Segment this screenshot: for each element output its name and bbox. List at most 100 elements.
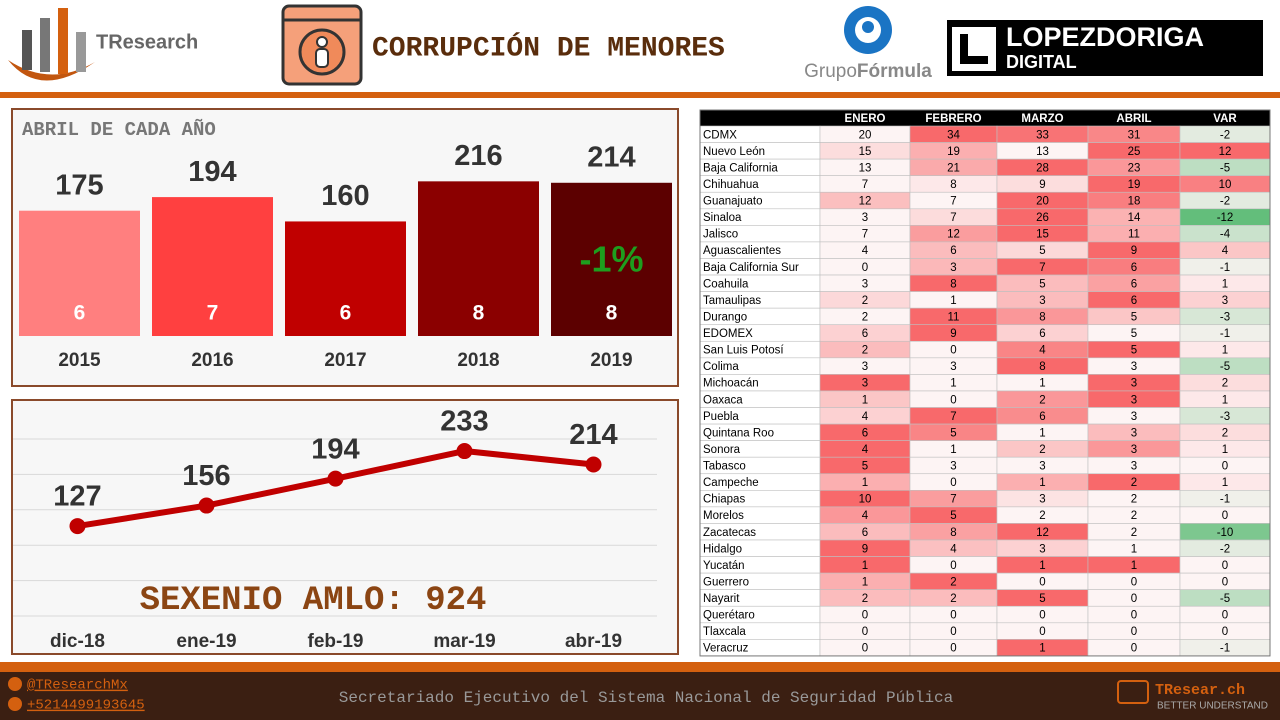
cell-value: 0 [1131,576,1137,588]
cell-value: 2 [1131,527,1137,539]
cell-value: 0 [1131,593,1137,605]
cell-value: 1 [1131,560,1137,572]
cell-value: 7 [950,212,956,224]
cell-value: 3 [862,278,868,290]
cell-value: 1 [862,394,868,406]
cell-value: 3 [862,212,868,224]
cell-value: 2 [950,576,956,588]
cell-value: 1 [1039,378,1045,390]
row-label: Durango [703,311,747,323]
cell-value: 1 [1222,394,1228,406]
cell-value: 0 [1222,626,1228,638]
row-label: Guerrero [703,576,749,588]
cell-value: 0 [950,610,956,622]
row-label: Colima [703,361,739,373]
cell-value: 5 [950,427,956,439]
partner-logo-2: LOPEZDORIGA DIGITAL [947,20,1263,76]
partner-2-mark [952,27,996,71]
cell-value: 8 [950,179,956,191]
cell-value: 4 [1222,245,1229,257]
phone[interactable]: +5214499193645 [27,698,145,714]
cell-value: 7 [950,494,956,506]
cell-value: 7 [1039,262,1045,274]
cell-value: 2 [1131,510,1137,522]
partner-logo-1: GrupoFórmula [804,6,932,82]
cell-value: 0 [1222,461,1228,473]
cell-value: 0 [1131,626,1137,638]
row-label: Puebla [703,411,739,423]
cell-value: 0 [950,643,956,655]
twitter-handle[interactable]: @TResearchMx [27,678,128,694]
cell-value: 12 [947,229,960,241]
cell-value: 0 [1222,610,1228,622]
cell-value: 5 [1039,245,1045,257]
cell-value: 5 [1131,345,1137,357]
partner-1b: Fórmula [857,61,932,82]
cell-value: 9 [1131,245,1137,257]
row-label: San Luis Potosí [703,345,784,357]
bar [285,221,406,336]
row-label: Nayarit [703,593,740,605]
cell-value: 1 [1222,477,1228,489]
cell-value: 9 [950,328,956,340]
line-panel [11,399,679,655]
cell-value: 6 [862,328,868,340]
point [585,456,602,473]
row-label: Baja California [703,162,778,174]
twitter-icon [8,677,22,691]
footer-rule [0,662,1280,672]
cell-value: 6 [1131,278,1137,290]
cell-value: 0 [1039,576,1045,588]
bar [551,182,672,336]
row-label: Tlaxcala [703,626,746,638]
cell-value: 2 [1039,394,1045,406]
cell-value: -4 [1220,229,1231,241]
bar-label: 8 [606,302,618,325]
x-tick-label: dic-18 [50,631,105,652]
bar-label: 6 [340,302,352,325]
column-header: MARZO [1021,113,1063,125]
cell-value: 5 [1131,328,1137,340]
column-header: ENERO [845,113,886,125]
point [69,518,86,535]
cell-value: -1 [1220,494,1230,506]
logo-swoosh [8,60,95,81]
row-label: Guanajuato [703,196,762,208]
bar-label: 7 [207,302,219,325]
cell-value: -12 [1217,212,1234,224]
cell-value: 2 [1222,378,1228,390]
cell-value: 8 [1039,361,1045,373]
cell-value: 5 [1039,593,1045,605]
row-label: Jalisco [703,229,738,241]
cell-value: 3 [1131,461,1137,473]
cell-value: 0 [950,394,956,406]
cell-value: -1 [1220,643,1230,655]
bar-label: 8 [473,302,485,325]
cell-value: 4 [862,411,869,423]
cell-value: 7 [862,229,868,241]
cell-value: 20 [859,129,872,141]
page-title: CORRUPCIÓN DE MENORES [372,31,725,64]
cell-value: 1 [1039,560,1045,572]
cell-value: 6 [862,527,868,539]
bar-chart-title: ABRIL DE CADA AÑO [22,119,216,141]
cell-value: 6 [1039,411,1045,423]
cell-value: 19 [1128,179,1141,191]
partner-2-bg [947,20,1263,76]
cell-value: 6 [950,245,956,257]
cell-value: 31 [1128,129,1141,141]
site[interactable]: TResear.ch [1155,682,1245,699]
cell-value: 33 [1036,129,1049,141]
cell-value: 0 [1222,560,1228,572]
cell-value: -2 [1220,129,1230,141]
cell-value: 0 [950,477,956,489]
row-label: Hidalgo [703,543,742,555]
cell-value: 2 [1131,477,1137,489]
row-label: Morelos [703,510,744,522]
row-label: EDOMEX [703,328,753,340]
cell-value: 0 [862,262,868,274]
cell-value: 5 [1131,311,1137,323]
bar [418,181,539,336]
cell-value: 2 [1039,444,1045,456]
value-label: 233 [440,406,488,438]
